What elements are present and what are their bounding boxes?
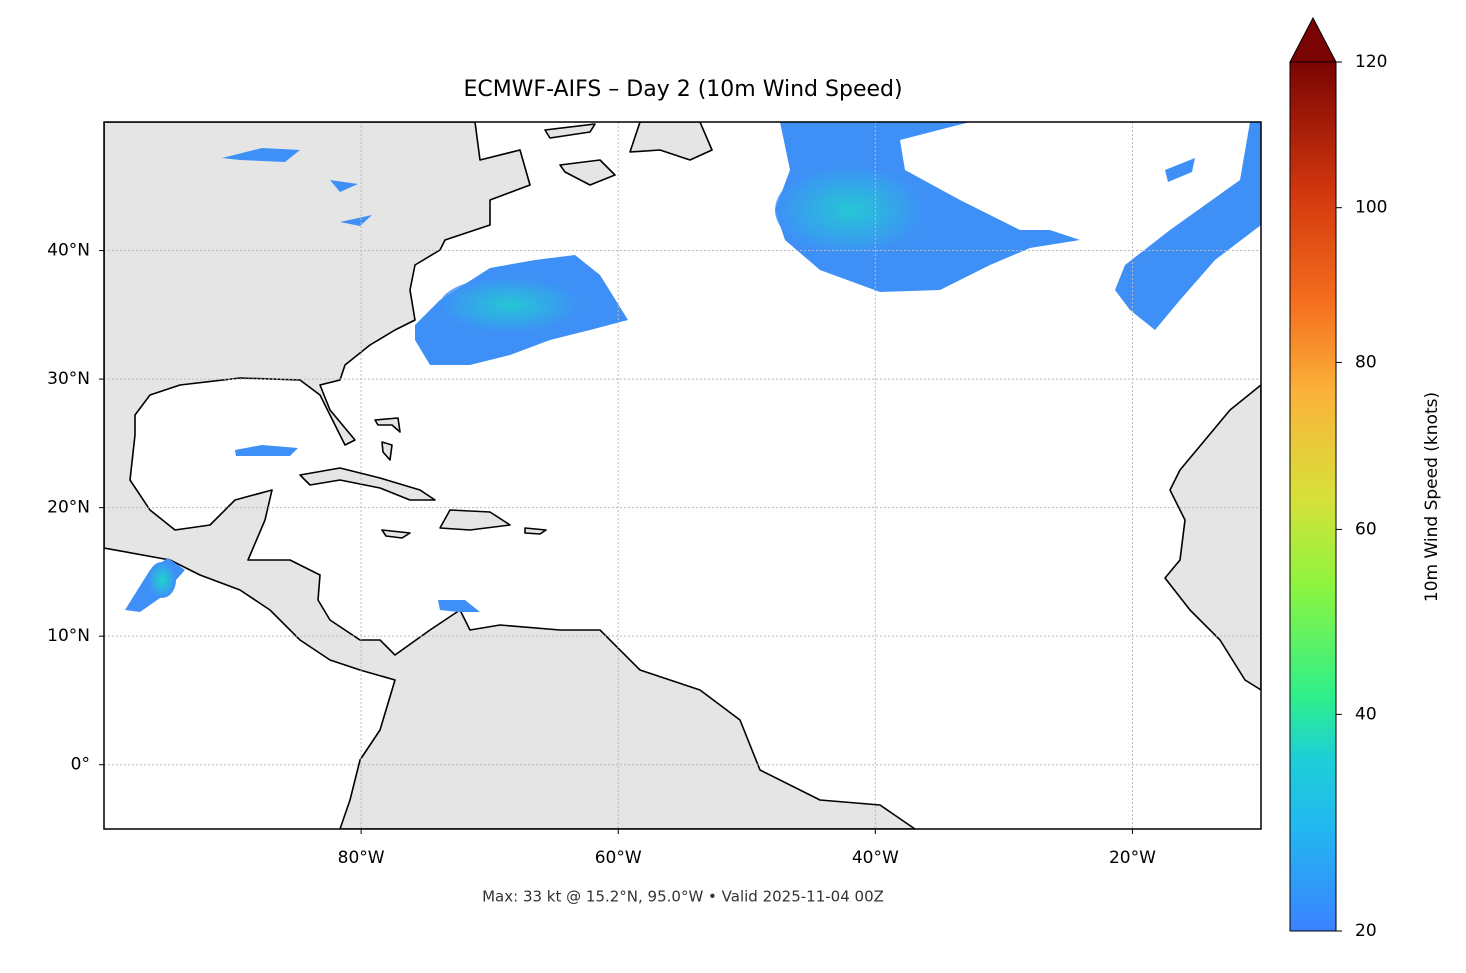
plot-frame	[103, 121, 1262, 830]
y-tick-label: 10°N	[47, 626, 90, 646]
x-tick-label: 80°W	[338, 848, 385, 868]
hispaniola	[439, 509, 511, 531]
colorbar-tick-label: 80	[1355, 352, 1377, 372]
colorbar-label: 10m Wind Speed (knots)	[1422, 392, 1442, 602]
newfoundland	[629, 122, 713, 161]
wind-core	[775, 165, 925, 255]
x-tick-label: 40°W	[852, 848, 899, 868]
x-tick-label: 60°W	[595, 848, 642, 868]
y-tick-label: 0°	[71, 755, 90, 775]
gridlines	[104, 122, 1261, 829]
wind-core	[440, 277, 580, 333]
x-tick-label: 20°W	[1109, 848, 1156, 868]
jamaica	[381, 529, 411, 539]
wind-core	[148, 562, 176, 598]
americas	[104, 122, 916, 829]
wind-area	[1115, 122, 1261, 330]
map-layers	[104, 122, 1261, 829]
colorbar-tick-label: 120	[1355, 52, 1387, 72]
map-title: ECMWF-AIFS – Day 2 (10m Wind Speed)	[463, 77, 902, 102]
cuba	[299, 467, 436, 501]
y-tick-label: 20°N	[47, 498, 90, 518]
colorbar-tick-label: 60	[1355, 519, 1377, 539]
colorbar-tick-label: 100	[1355, 198, 1387, 218]
colorbar-tick-label: 40	[1355, 704, 1377, 724]
puerto-rico	[524, 527, 547, 535]
y-tick-label: 40°N	[47, 241, 90, 261]
colorbar-tick-label: 20	[1355, 921, 1377, 941]
africa	[1164, 384, 1261, 691]
y-tick-label: 30°N	[47, 369, 90, 389]
maritimes	[544, 123, 616, 186]
colorbar-extend	[1289, 16, 1337, 63]
footer: Max: 33 kt @ 15.2°N, 95.0°W • Valid 2025…	[482, 888, 884, 906]
colorbar	[1289, 61, 1337, 932]
bahamas	[374, 417, 401, 461]
